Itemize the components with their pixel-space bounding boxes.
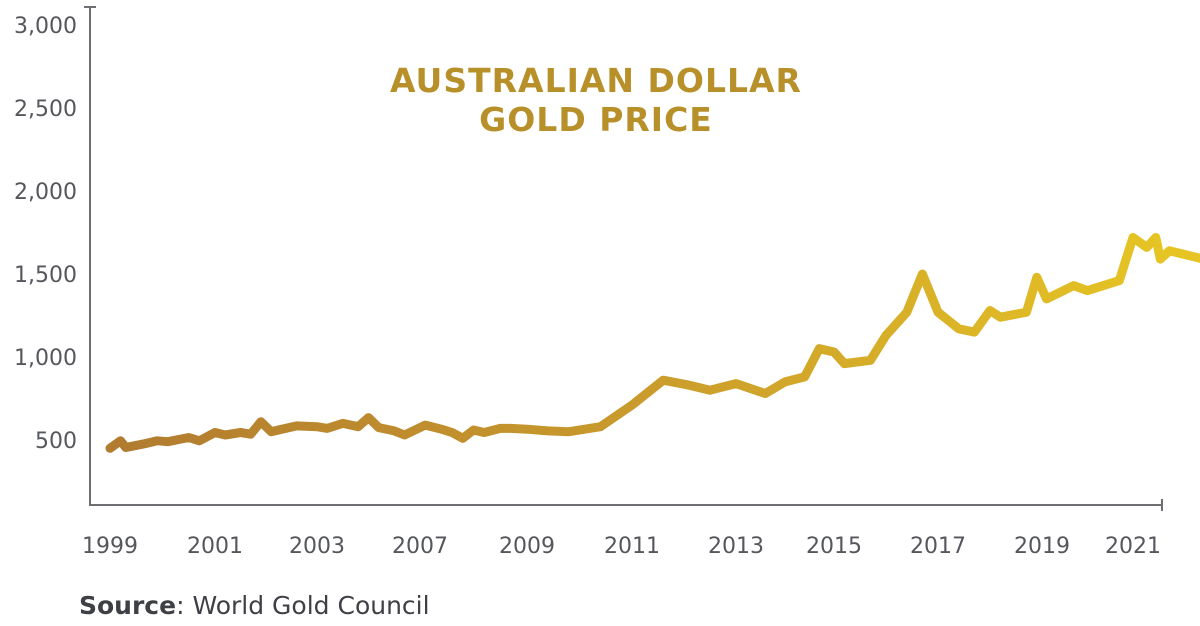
x-tick-label: 2019 [1014, 534, 1070, 559]
x-tick-label: 2017 [910, 534, 966, 559]
source-label: Source [79, 591, 177, 620]
x-tick-label: 2001 [187, 534, 243, 559]
gold-price-chart: AUSTRALIAN DOLLAR GOLD PRICE 500 1,000 1,5… [14, 6, 1200, 559]
series-line-gold-price [105, 233, 1200, 453]
source-note: Source: World Gold Council [79, 591, 430, 620]
y-tick-label: 3,000 [14, 14, 77, 39]
x-tick-label: 2015 [806, 534, 862, 559]
source-text: : World Gold Council [176, 591, 430, 620]
y-tick-label: 500 [35, 429, 77, 454]
x-tick-label: 2021 [1105, 534, 1161, 559]
x-tick-label: 1999 [82, 534, 138, 559]
x-tick-label: 2003 [289, 534, 345, 559]
chart-title-line-1: AUSTRALIAN DOLLAR [390, 61, 802, 100]
x-tick-label: 2011 [604, 534, 660, 559]
y-tick-label: 1,500 [14, 263, 77, 288]
y-tick-label: 1,000 [14, 346, 77, 371]
x-tick-label: 2007 [392, 534, 448, 559]
chart-title: AUSTRALIAN DOLLAR GOLD PRICE [390, 61, 802, 139]
x-tick-label: 2009 [499, 534, 555, 559]
axis-lines [89, 6, 1162, 506]
y-tick-label: 2,000 [14, 180, 77, 205]
y-tick-label: 2,500 [14, 97, 77, 122]
x-tick-label: 2013 [708, 534, 764, 559]
chart-title-line-2: GOLD PRICE [479, 100, 713, 139]
